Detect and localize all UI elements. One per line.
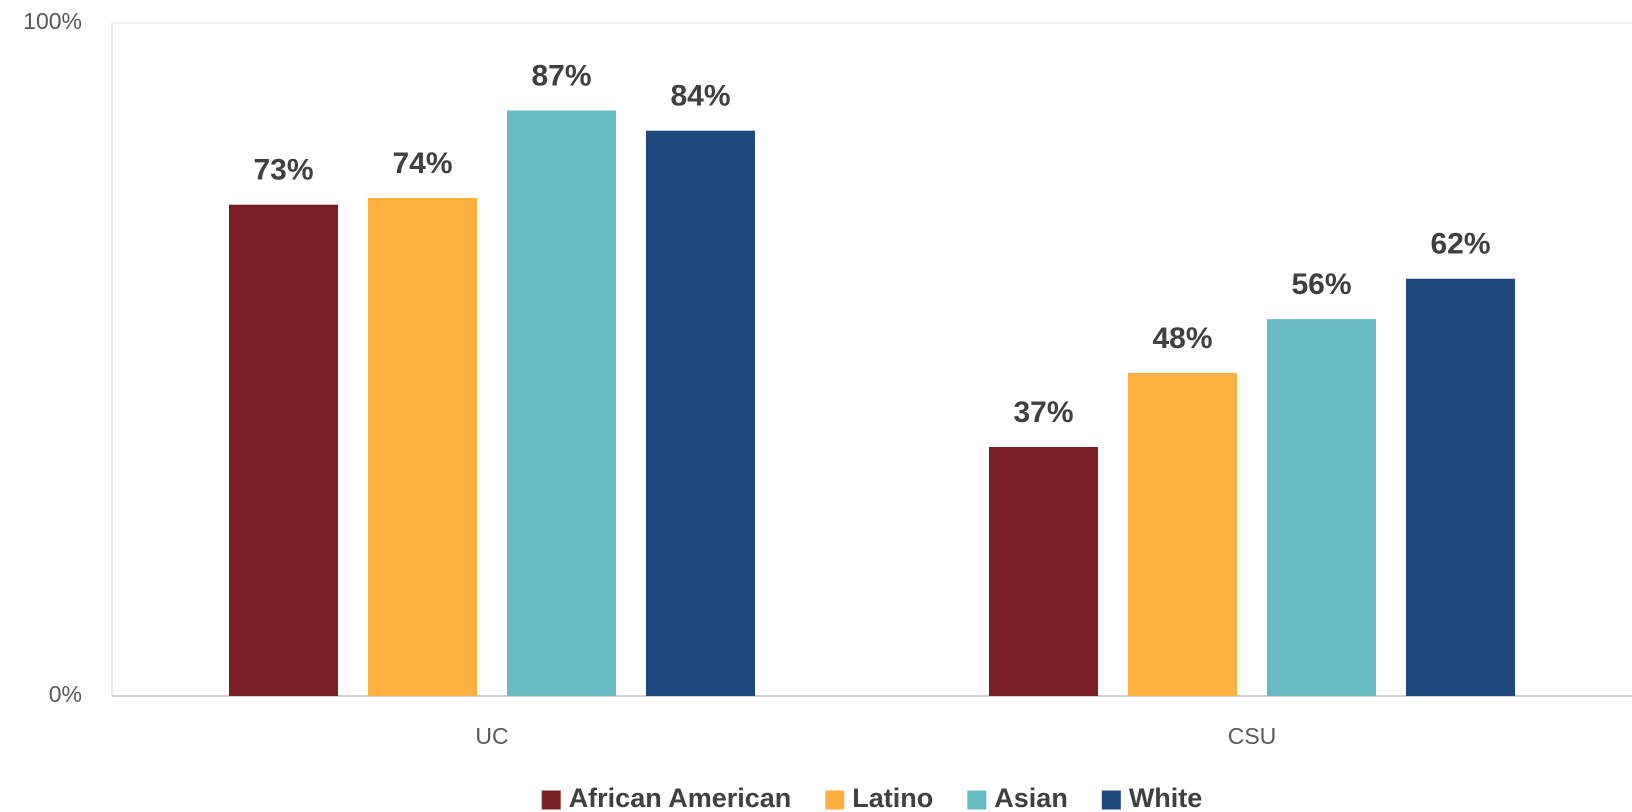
bar bbox=[507, 110, 616, 697]
legend-label: White bbox=[1129, 783, 1203, 812]
legend-label: African American bbox=[569, 783, 792, 812]
x-tick-label: CSU bbox=[1228, 723, 1277, 749]
data-label: 37% bbox=[1013, 396, 1073, 429]
legend-swatch bbox=[1101, 790, 1121, 810]
bar bbox=[1267, 319, 1376, 696]
data-label: 73% bbox=[253, 154, 313, 187]
bar bbox=[989, 446, 1098, 696]
bar bbox=[646, 130, 755, 696]
bar bbox=[1128, 372, 1237, 696]
data-label: 56% bbox=[1291, 268, 1351, 301]
x-tick-label: UC bbox=[475, 723, 508, 749]
bar bbox=[229, 204, 338, 696]
bar bbox=[1406, 278, 1515, 696]
legend-label: Asian bbox=[994, 783, 1068, 812]
data-label: 87% bbox=[531, 59, 591, 92]
data-label: 84% bbox=[670, 80, 730, 113]
y-tick-label: 100% bbox=[23, 8, 82, 34]
legend-swatch bbox=[825, 790, 845, 810]
legend-label: Latino bbox=[852, 783, 933, 812]
data-label: 62% bbox=[1430, 228, 1490, 261]
y-tick-label: 0% bbox=[49, 681, 82, 707]
legend-swatch bbox=[541, 790, 561, 810]
bar bbox=[368, 197, 477, 697]
data-label: 74% bbox=[392, 147, 452, 180]
legend-swatch bbox=[967, 790, 987, 810]
data-label: 48% bbox=[1152, 322, 1212, 355]
